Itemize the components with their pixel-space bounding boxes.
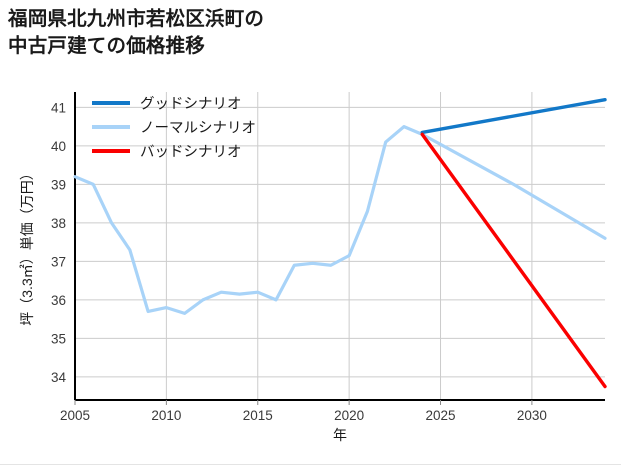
svg-text:2010: 2010 [151,408,181,423]
svg-text:バッドシナリオ: バッドシナリオ [140,145,242,161]
svg-text:37: 37 [51,254,66,269]
svg-text:2005: 2005 [60,408,90,423]
svg-text:2025: 2025 [425,408,455,423]
svg-text:35: 35 [51,331,66,346]
y-tick-labels: 34 35 36 37 38 39 40 41 [51,100,67,385]
chart-title: 福岡県北九州市若松区浜町の 中古戸建ての価格推移 [8,8,265,57]
svg-text:34: 34 [51,370,67,385]
svg-text:41: 41 [51,100,66,115]
svg-text:36: 36 [51,293,66,308]
axis-lines [74,92,605,401]
y-axis-title: 坪（3.3㎡）単価（万円） [19,166,35,325]
svg-text:38: 38 [51,216,66,231]
svg-text:ノーマルシナリオ: ノーマルシナリオ [140,121,256,137]
gridlines [75,92,605,400]
x-axis-title: 年 [333,427,347,443]
svg-text:39: 39 [51,177,66,192]
svg-text:2030: 2030 [517,408,547,423]
svg-text:グッドシナリオ: グッドシナリオ [140,96,242,113]
svg-text:40: 40 [51,139,66,154]
data-series [73,97,607,389]
x-tick-labels: 2005 2010 2015 2020 2025 2030 [60,400,547,423]
svg-text:2020: 2020 [334,408,364,423]
svg-text:2015: 2015 [243,408,273,423]
